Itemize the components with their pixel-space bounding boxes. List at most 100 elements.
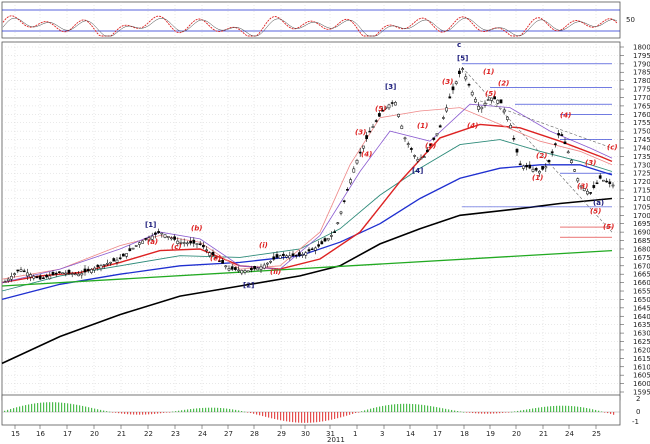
candle-body: [502, 109, 506, 113]
candle-body: [112, 258, 116, 262]
candle-body: [371, 126, 375, 128]
histogram-bar: [259, 412, 261, 416]
histogram-bar: [604, 412, 606, 413]
candle-body: [118, 257, 122, 260]
candle-body: [307, 249, 311, 252]
date-tick-label: 30: [301, 430, 310, 438]
histogram-bar: [94, 408, 96, 412]
histogram-bar: [340, 412, 342, 418]
ma-purple-line: [1, 103, 613, 283]
histogram-bar: [43, 402, 45, 412]
histogram-bar: [523, 409, 525, 412]
price-tick-label: 1730: [633, 161, 650, 169]
candle-body: [442, 117, 445, 119]
date-tick-label: 28: [250, 430, 259, 438]
histogram-bar: [61, 402, 63, 412]
price-tick-label: 1785: [633, 69, 650, 77]
histogram-bar: [142, 412, 144, 415]
histogram-bar: [577, 406, 579, 412]
histogram-bar: [511, 411, 513, 413]
candle-body: [387, 104, 391, 109]
histogram-bar: [409, 403, 411, 412]
histogram-bar: [490, 412, 492, 414]
candle-body: [19, 269, 23, 272]
candle-body: [227, 268, 231, 271]
price-tick-label: 1715: [633, 187, 650, 195]
histogram-bar: [562, 405, 564, 412]
candle-body: [390, 102, 394, 104]
candle-body: [243, 270, 247, 273]
minor-wave-label: (c): [171, 243, 182, 251]
wave-label: (a): [593, 199, 604, 207]
histogram-bar: [427, 405, 429, 412]
price-tick-label: 1615: [633, 355, 650, 363]
candle-body: [246, 270, 250, 273]
candle-body: [80, 273, 84, 276]
candle-body: [93, 267, 96, 271]
candle-body: [486, 99, 490, 101]
candle-body: [282, 253, 285, 256]
candle-body: [474, 98, 477, 103]
candle-body: [566, 151, 570, 154]
candle-body: [115, 259, 119, 263]
histogram-bar: [10, 408, 12, 412]
minor-wave-label: (e): [210, 255, 221, 263]
histogram-bar: [430, 406, 432, 412]
candle-body: [70, 273, 74, 275]
candle-body: [301, 254, 304, 256]
histogram-bar: [103, 410, 105, 412]
histogram-bar: [247, 412, 249, 413]
candle-body: [234, 267, 237, 270]
price-tick-label: 1775: [633, 86, 650, 94]
candle-body: [429, 143, 432, 146]
minor-wave-label: (1): [483, 68, 494, 76]
date-tick-label: 23: [171, 430, 180, 438]
candle-body: [416, 159, 420, 162]
candle-body: [77, 273, 80, 277]
histogram-bar: [367, 409, 369, 412]
candle-body: [342, 200, 346, 202]
histogram-bar: [403, 403, 405, 412]
candle-body: [422, 156, 426, 158]
histogram-bar: [64, 402, 66, 412]
wave-label: [4]: [412, 167, 423, 175]
histogram-bar: [79, 405, 81, 412]
histogram-bar: [202, 407, 204, 412]
candle-body: [477, 105, 480, 110]
price-tick-label: 1780: [633, 77, 650, 85]
price-tick-label: 1605: [633, 372, 650, 380]
histogram-bar: [571, 406, 573, 412]
date-tick-label: 22: [144, 430, 153, 438]
histogram-bar: [289, 412, 291, 422]
candle-body: [211, 252, 215, 256]
histogram-bar: [22, 405, 24, 412]
candle-body: [128, 248, 132, 252]
histogram-bar: [613, 412, 615, 415]
date-tick-label: 17: [63, 430, 72, 438]
candle-body: [339, 211, 343, 214]
candle-body: [506, 116, 509, 120]
histogram-bar: [328, 412, 330, 421]
histogram-bar: [343, 412, 345, 417]
histogram-bar: [214, 407, 216, 412]
histogram-bar: [442, 408, 444, 412]
oscillator-bottom-panel: 2 0 -1: [1, 394, 640, 426]
candle-body: [467, 84, 471, 86]
histogram-bar: [130, 412, 132, 415]
histogram-bar: [589, 408, 591, 412]
histogram-bar: [385, 405, 387, 412]
histogram-bar: [28, 404, 30, 412]
candle-body: [470, 91, 474, 96]
candle-body: [557, 133, 560, 136]
candle-body: [189, 240, 192, 244]
candle-body: [435, 133, 439, 136]
price-axis: 1800179517901785178017751770176517601755…: [620, 44, 650, 397]
candle-body: [48, 275, 52, 280]
histogram-bar: [433, 406, 435, 412]
candle-body: [346, 189, 349, 191]
histogram-bar: [190, 409, 192, 412]
histogram-bar: [91, 407, 93, 412]
candle-body: [224, 265, 228, 268]
candle-body: [362, 145, 365, 149]
histogram-bar: [355, 412, 357, 414]
